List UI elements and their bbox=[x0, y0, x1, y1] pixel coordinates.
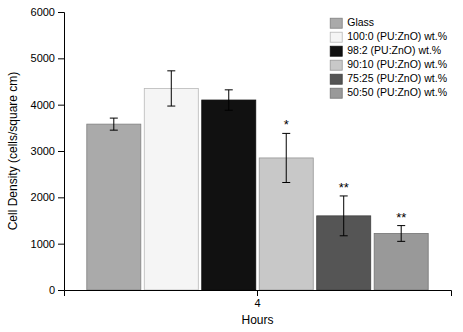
y-tick-mark bbox=[58, 290, 64, 291]
legend-swatch bbox=[330, 88, 342, 98]
error-bar-cap bbox=[167, 70, 175, 71]
legend: Glass 100:0 (PU:ZnO) wt.% 98:2 (PU:ZnO) wt… bbox=[330, 16, 447, 98]
legend-swatch bbox=[330, 74, 342, 84]
error-bar-cap bbox=[225, 110, 233, 111]
x-axis-line bbox=[65, 291, 452, 297]
x-axis: 4 bbox=[65, 290, 452, 309]
error-bar bbox=[167, 71, 175, 106]
annotations: ***** bbox=[284, 117, 407, 224]
bar bbox=[144, 88, 198, 290]
legend-item: 50:50 (PU:ZnO) wt.% bbox=[330, 86, 447, 98]
error-bar-cap bbox=[110, 130, 118, 131]
error-bar-stem bbox=[343, 196, 344, 236]
legend-swatch bbox=[330, 18, 342, 28]
y-tick-mark bbox=[58, 12, 64, 13]
error-bar-stem bbox=[286, 133, 287, 182]
legend-label: 90:10 (PU:ZnO) wt.% bbox=[347, 58, 447, 70]
error-bar-stem bbox=[171, 71, 172, 106]
y-tick-label: 0 bbox=[49, 284, 55, 296]
y-tick: 6000 bbox=[31, 6, 64, 18]
y-tick-label: 4000 bbox=[31, 99, 55, 111]
y-tick-label: 6000 bbox=[31, 6, 55, 18]
y-tick-label: 3000 bbox=[31, 145, 55, 157]
y-tick: 4000 bbox=[31, 99, 64, 111]
legend-swatch bbox=[330, 32, 342, 42]
legend-item: 90:10 (PU:ZnO) wt.% bbox=[330, 58, 447, 70]
legend-swatch bbox=[330, 60, 342, 70]
bar bbox=[87, 124, 141, 290]
error-bar-cap bbox=[340, 195, 348, 196]
error-bar bbox=[225, 90, 233, 110]
error-bar-cap bbox=[340, 235, 348, 236]
legend-label: 98:2 (PU:ZnO) wt.% bbox=[347, 44, 441, 56]
error-bar-stem bbox=[401, 226, 402, 242]
y-tick-mark bbox=[58, 105, 64, 106]
y-tick-mark bbox=[58, 58, 64, 59]
error-bar bbox=[282, 133, 290, 182]
y-tick: 3000 bbox=[31, 145, 64, 157]
error-bar-cap bbox=[167, 106, 175, 107]
y-tick: 2000 bbox=[31, 191, 64, 203]
y-tick-label: 1000 bbox=[31, 238, 55, 250]
x-axis-title: Hours bbox=[241, 313, 273, 327]
significance-marker: * bbox=[284, 117, 289, 132]
error-bar-cap bbox=[110, 118, 118, 119]
legend-item: 100:0 (PU:ZnO) wt.% bbox=[330, 30, 447, 42]
significance-marker: ** bbox=[339, 180, 349, 195]
x-tick: 4 bbox=[254, 290, 260, 309]
legend-item: 75:25 (PU:ZnO) wt.% bbox=[330, 72, 447, 84]
legend-label: 100:0 (PU:ZnO) wt.% bbox=[347, 30, 447, 42]
y-tick-label: 5000 bbox=[31, 52, 55, 64]
legend-label: 75:25 (PU:ZnO) wt.% bbox=[347, 72, 447, 84]
y-tick: 5000 bbox=[31, 52, 64, 64]
y-tick: 1000 bbox=[31, 238, 64, 250]
y-tick-mark bbox=[58, 244, 64, 245]
error-bar-stem bbox=[228, 90, 229, 110]
error-bar-stem bbox=[113, 118, 114, 130]
error-bar-cap bbox=[282, 182, 290, 183]
legend-label: Glass bbox=[347, 16, 374, 28]
error-bar-cap bbox=[282, 133, 290, 134]
y-axis: 0 1000 2000 3000 4000 5000 6000 bbox=[31, 6, 65, 296]
x-tick-mark bbox=[257, 290, 258, 296]
y-axis-line bbox=[58, 13, 65, 291]
plot: 01000200030004000500060004*****Glass100:… bbox=[31, 6, 452, 309]
error-bar bbox=[340, 196, 348, 236]
error-bar bbox=[397, 226, 405, 242]
y-tick-mark bbox=[58, 197, 64, 198]
legend-label: 50:50 (PU:ZnO) wt.% bbox=[347, 86, 447, 98]
legend-swatch bbox=[330, 46, 342, 56]
error-bar-cap bbox=[397, 225, 405, 226]
y-axis-title: Cell Density (cells/square cm) bbox=[6, 72, 20, 231]
legend-item: 98:2 (PU:ZnO) wt.% bbox=[330, 44, 441, 56]
y-tick-mark bbox=[58, 151, 64, 152]
significance-marker: ** bbox=[396, 210, 406, 225]
x-tick-label: 4 bbox=[254, 297, 260, 309]
bar bbox=[374, 233, 428, 290]
error-bar bbox=[110, 118, 118, 130]
y-tick: 0 bbox=[49, 284, 64, 296]
y-tick-label: 2000 bbox=[31, 191, 55, 203]
chart: 01000200030004000500060004*****Glass100:… bbox=[0, 0, 463, 332]
legend-item: Glass bbox=[330, 16, 374, 28]
bar bbox=[202, 100, 256, 290]
error-bar-cap bbox=[225, 89, 233, 90]
error-bar-cap bbox=[397, 241, 405, 242]
bars bbox=[87, 71, 428, 290]
